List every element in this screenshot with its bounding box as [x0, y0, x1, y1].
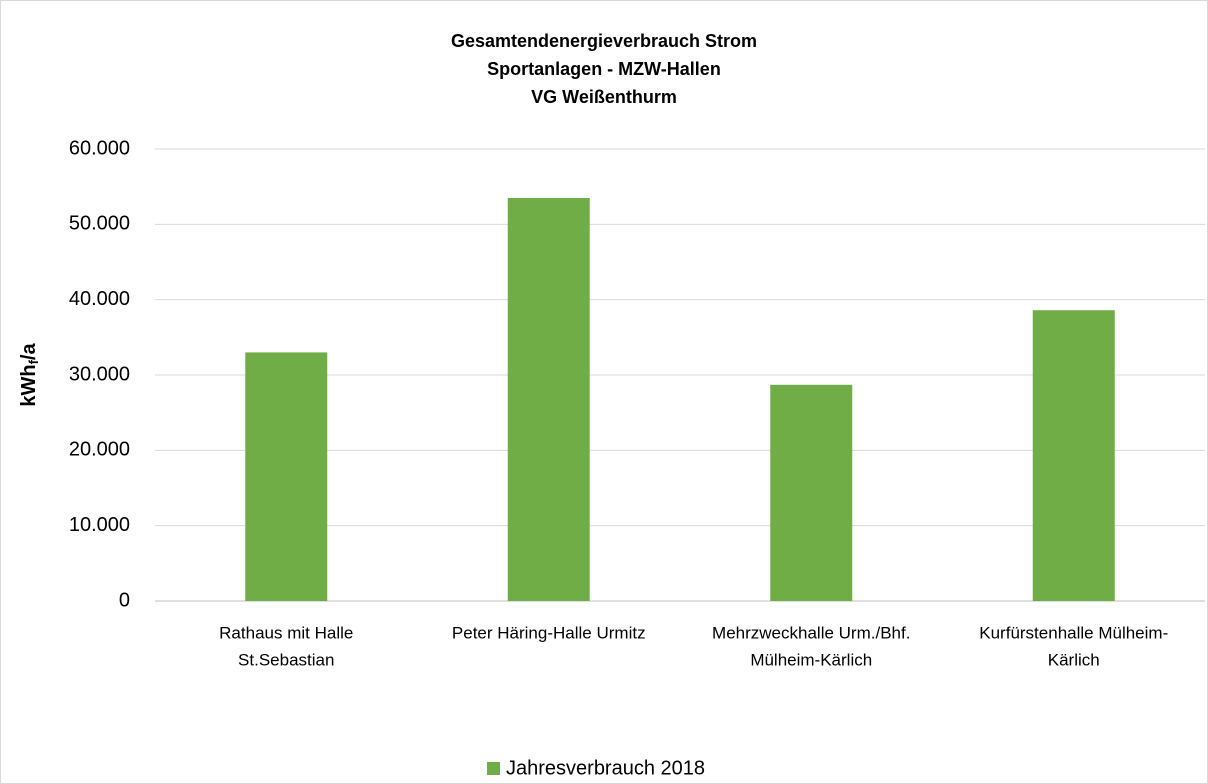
y-axis-label: kWhf/a [18, 343, 41, 407]
x-tick-label: Peter Häring-Halle Urmitz [452, 623, 646, 642]
y-tick-label: 60.000 [69, 137, 130, 159]
bar [245, 352, 328, 601]
y-axis-label-part: kWh [18, 364, 40, 406]
y-tick-label: 0 [119, 589, 130, 611]
bar [507, 197, 590, 601]
y-tick-label: 30.000 [69, 363, 130, 385]
y-axis-label-part: /a [18, 343, 40, 361]
y-tick-label: 50.000 [69, 213, 130, 235]
y-tick-label: 20.000 [69, 439, 130, 461]
x-tick-label: Mehrzweckhalle Urm./Bhf. [712, 623, 910, 642]
x-tick-label: Kurfürstenhalle Mülheim- [979, 623, 1168, 642]
chart-title: VG Weißenthurm [531, 87, 677, 107]
y-axis-label-part: f [26, 359, 41, 364]
bar [1032, 310, 1115, 601]
legend-label: Jahresverbrauch 2018 [506, 757, 705, 779]
y-tick-label: 40.000 [69, 288, 130, 310]
x-tick-label: St.Sebastian [238, 650, 334, 669]
x-tick-label: Kärlich [1048, 650, 1100, 669]
y-tick-label: 10.000 [69, 514, 130, 536]
x-tick-label: Rathaus mit Halle [219, 623, 353, 642]
chart-title: Gesamtendenergieverbrauch Strom [451, 31, 757, 51]
chart-title: Sportanlagen - MZW-Hallen [487, 59, 721, 79]
legend-swatch [487, 762, 500, 775]
x-tick-label: Mülheim-Kärlich [750, 650, 872, 669]
bar [770, 384, 853, 601]
